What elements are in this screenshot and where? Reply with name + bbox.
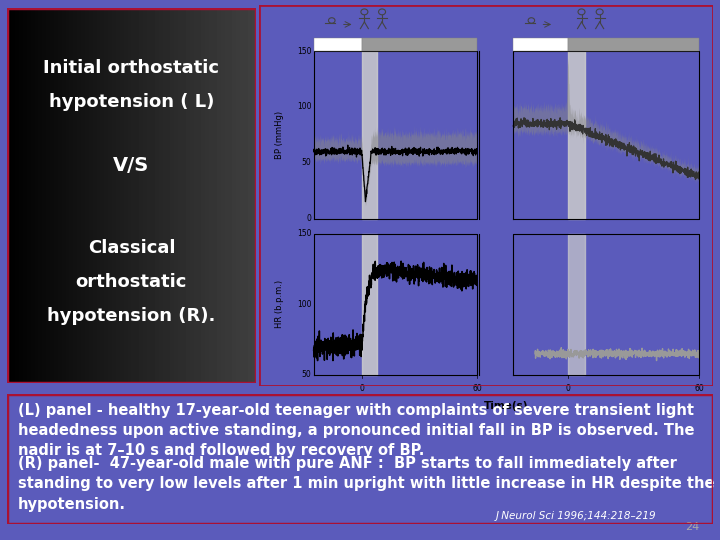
Text: hypotension.: hypotension. <box>18 497 126 511</box>
Text: Classical: Classical <box>88 239 175 257</box>
Text: V/S: V/S <box>113 156 150 175</box>
Text: 0: 0 <box>307 214 311 223</box>
Text: Initial orthostatic: Initial orthostatic <box>43 59 220 77</box>
Text: nadir is at 7–10 s and followed by recovery of BP.: nadir is at 7–10 s and followed by recov… <box>18 443 424 458</box>
Text: 50: 50 <box>302 370 311 379</box>
Bar <box>361 234 377 375</box>
Text: J Neurol Sci 1996;144:218–219: J Neurol Sci 1996;144:218–219 <box>495 511 657 521</box>
Text: headedness upon active standing, a pronounced initial fall in BP is observed. Th: headedness upon active standing, a prono… <box>18 423 694 438</box>
Text: 24: 24 <box>685 522 700 532</box>
Text: hypotension ( L): hypotension ( L) <box>49 93 214 111</box>
Text: 60: 60 <box>694 384 704 393</box>
Text: 0: 0 <box>359 384 364 393</box>
Text: (R) panel-  47-year-old male with pure ANF :  BP starts to fall immediately afte: (R) panel- 47-year-old male with pure AN… <box>18 456 677 471</box>
Text: (L) panel - healthy 17-year-old teenager with complaints of severe transient lig: (L) panel - healthy 17-year-old teenager… <box>18 403 694 418</box>
Bar <box>568 234 585 375</box>
Text: 150: 150 <box>297 230 311 238</box>
Text: 50: 50 <box>302 158 311 167</box>
Text: 100: 100 <box>297 300 311 309</box>
Text: orthostatic: orthostatic <box>76 273 187 291</box>
Bar <box>568 38 699 51</box>
Bar <box>314 38 361 51</box>
Bar <box>568 51 585 219</box>
Text: 60: 60 <box>472 384 482 393</box>
Text: 0: 0 <box>565 384 570 393</box>
Text: hypotension (R).: hypotension (R). <box>48 307 215 325</box>
Text: Time(s): Time(s) <box>484 401 528 411</box>
Text: BP (mmHg): BP (mmHg) <box>275 111 284 159</box>
Bar <box>361 38 477 51</box>
Bar <box>513 38 568 51</box>
Bar <box>361 51 377 219</box>
Text: HR (b.p.m.): HR (b.p.m.) <box>275 280 284 328</box>
Text: standing to very low levels after 1 min upright with little increase in HR despi: standing to very low levels after 1 min … <box>18 476 714 491</box>
Text: 100: 100 <box>297 103 311 111</box>
Text: 150: 150 <box>297 46 311 56</box>
